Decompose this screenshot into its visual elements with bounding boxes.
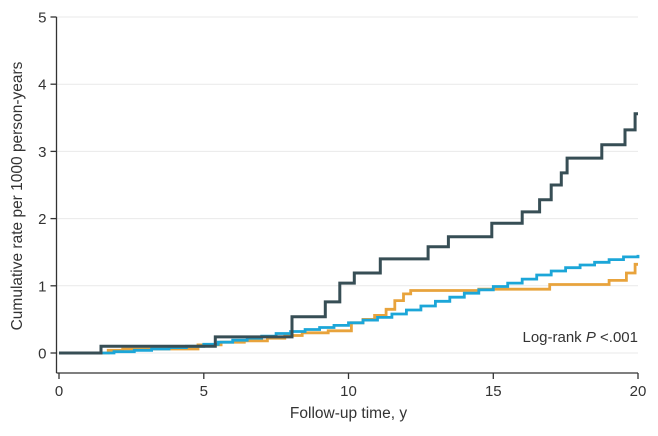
x-axis-label: Follow-up time, y (289, 405, 408, 422)
log-rank-prefix: Log-rank (522, 329, 586, 346)
y-tick-label: 1 (38, 278, 46, 295)
x-tick-label: 15 (485, 383, 502, 400)
y-tick-label: 3 (38, 144, 46, 161)
y-tick-label: 0 (38, 346, 46, 363)
x-tick-label: 5 (200, 383, 208, 400)
x-tick-label: 0 (55, 383, 63, 400)
log-rank-p-symbol: P (585, 329, 596, 346)
y-tick-label: 4 (38, 77, 46, 94)
x-tick-label: 20 (630, 383, 647, 400)
y-tick-label: 2 (38, 211, 46, 228)
series-blue (59, 254, 640, 355)
y-tick-label: 5 (38, 10, 46, 27)
x-tick-label: 10 (340, 383, 357, 400)
y-axis-label: Cumulative rate per 1000 person-years (9, 61, 26, 331)
log-rank-suffix: <.001 (595, 329, 638, 346)
series-dark-slate (59, 112, 638, 355)
log-rank-annotation: Log-rank P <.001 (522, 329, 638, 346)
